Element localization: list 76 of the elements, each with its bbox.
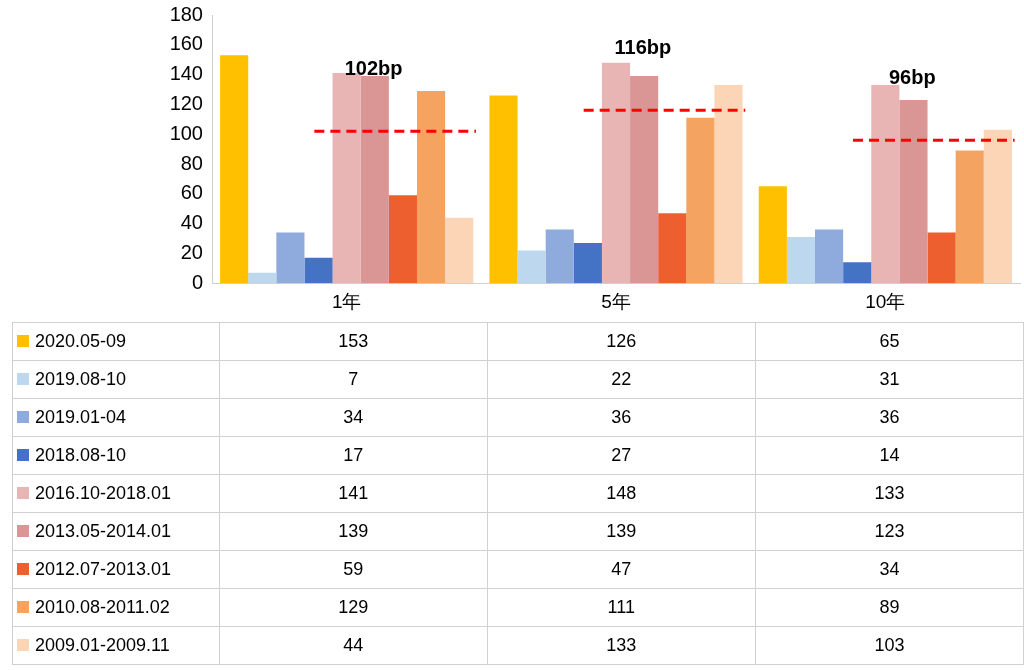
bar [714,85,743,284]
bar [955,150,984,284]
data-label: 22 [487,360,756,399]
legend-label: 2013.05-2014.01 [35,521,172,541]
data-label: 34 [219,398,488,437]
data-label: 14 [755,436,1024,475]
legend-label: 2018.08-10 [35,445,127,465]
data-label: 141 [219,474,488,513]
y-tick-label: 40 [180,211,203,234]
bar [573,242,602,284]
data-label: 103 [755,626,1024,665]
data-label: 59 [219,550,488,589]
data-label: 148 [487,474,756,513]
data-label: 89 [755,588,1024,627]
legend-label: 2010.08-2011.02 [35,597,170,617]
data-label: 27 [487,436,756,475]
bar [545,229,574,284]
bar [304,257,333,284]
y-tick-label: 0 [191,270,203,293]
bar [445,217,474,284]
legend-label: 2020.05-09 [35,331,127,351]
bar [248,272,277,284]
bar [630,76,659,284]
legend-label: 2012.07-2013.01 [35,559,172,579]
x-tick-label: 1年 [331,290,362,312]
data-label: 44 [219,626,488,665]
data-label: 129 [219,588,488,627]
y-tick-label: 60 [180,181,203,204]
data-label: 17 [219,436,488,475]
x-tick-label: 10年 [865,290,906,312]
bar [416,90,446,284]
data-label: 133 [755,474,1024,513]
data-label: 133 [487,626,756,665]
data-label: 111 [487,588,756,627]
x-tick-label: 5年 [601,290,631,312]
bar [899,99,928,284]
data-label: 47 [487,550,756,589]
bar [927,232,956,284]
legend-label: 2009.01-2009.11 [35,635,170,655]
y-tick-label: 80 [180,151,203,174]
bar [489,95,518,284]
data-label: 126 [487,322,756,361]
legend-label: 2019.01-04 [35,407,127,427]
y-tick-label: 140 [169,62,203,85]
data-label: 36 [755,398,1024,437]
data-label: 7 [219,360,488,399]
data-label: 36 [487,398,756,437]
ref-line-label: 96bp [888,65,936,88]
data-label: 139 [219,512,488,551]
data-label: 123 [755,512,1024,551]
y-tick-label: 100 [169,121,203,144]
legend-label: 2016.10-2018.01 [35,483,172,503]
bar [601,62,631,284]
bar [388,195,417,284]
ref-line-label: 116bp [614,35,672,58]
bar [815,229,844,284]
y-tick-label: 20 [180,240,203,263]
legend-label: 2019.08-10 [35,369,127,389]
bar [658,213,687,284]
bar [983,129,1012,284]
data-label: 31 [755,360,1024,399]
y-tick-label: 160 [169,32,203,55]
bar [758,186,787,284]
data-label: 65 [755,322,1024,361]
bar [786,237,816,284]
y-tick-label: 120 [169,91,203,114]
y-tick-label: 180 [169,2,203,25]
data-label: 34 [755,550,1024,589]
bar [276,232,305,284]
data-label: 153 [219,322,488,361]
bar [517,250,546,284]
bar [686,117,715,284]
data-label: 139 [487,512,756,551]
ref-line-label: 102bp [344,56,403,79]
bar [220,55,249,284]
bar [843,262,872,284]
